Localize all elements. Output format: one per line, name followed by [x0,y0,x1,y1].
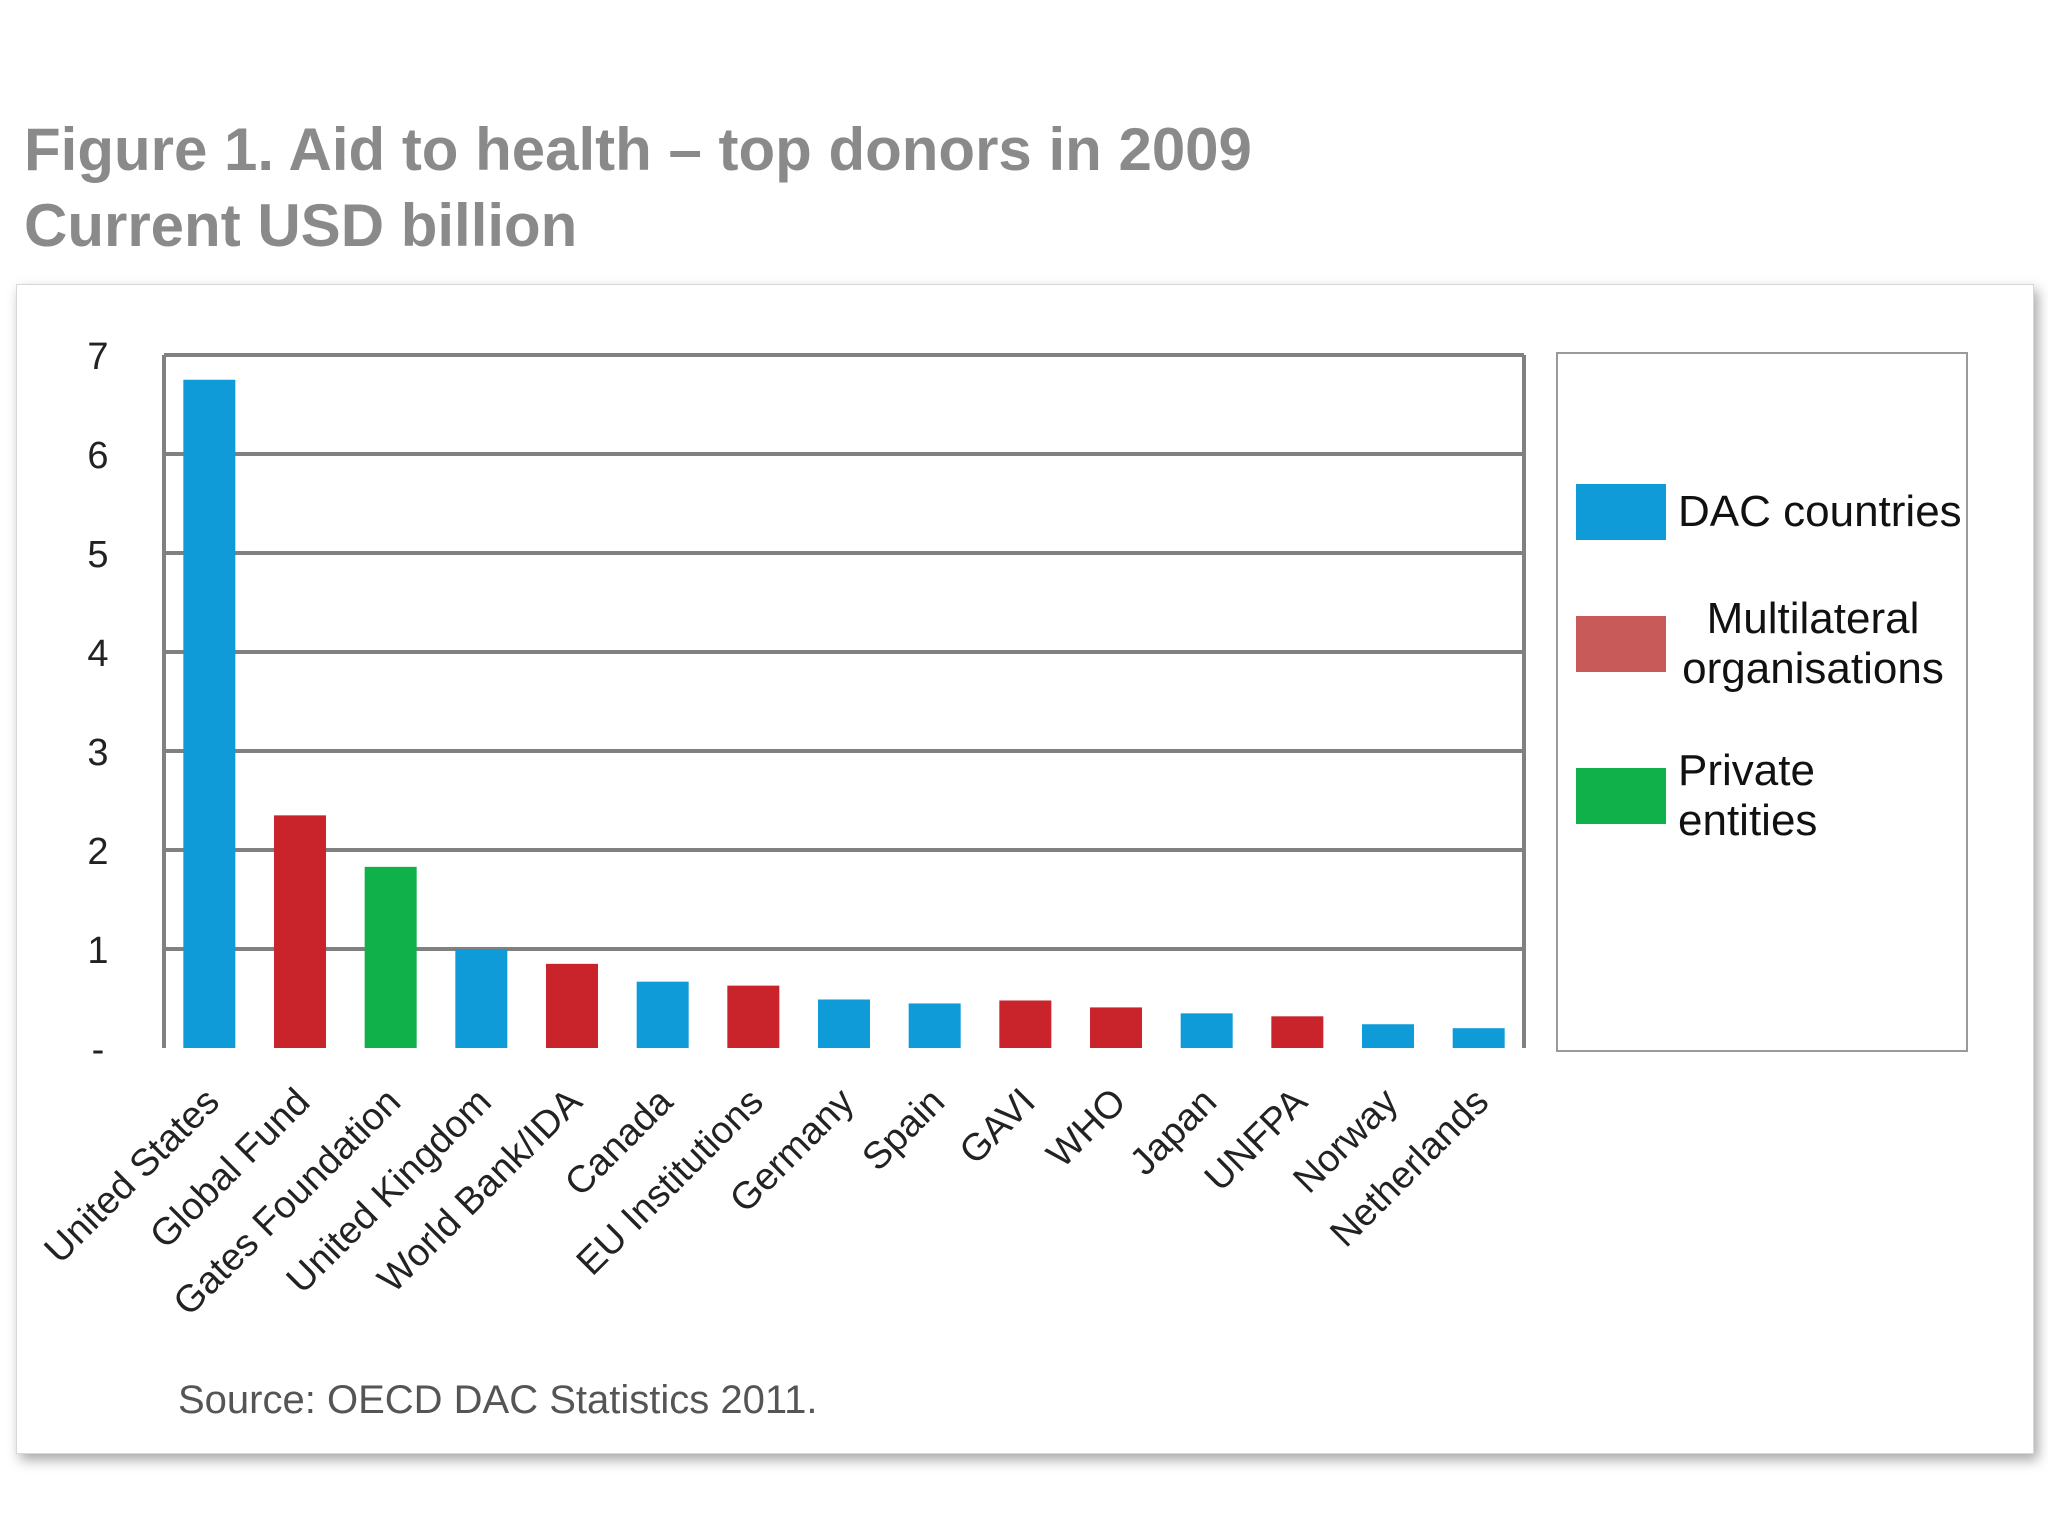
y-tick-label: 5 [87,534,108,576]
figure-title: Figure 1. Aid to health – top donors in … [24,112,1252,264]
bar [1362,1024,1414,1048]
legend-swatch-multilateral [1576,616,1666,672]
figure-title-line1: Figure 1. Aid to health – top donors in … [24,116,1252,183]
legend-swatch-dac [1576,484,1666,540]
legend-item-multilateral: Multilateral organisations [1576,594,1948,694]
bar [1090,1007,1142,1048]
bar [999,1000,1052,1048]
bar [1271,1016,1324,1048]
x-tick-label: GAVI [952,1081,1044,1173]
legend-label-multilateral: Multilateral organisations [1682,594,1944,693]
figure-subtitle: Current USD billion [24,192,578,259]
y-tick-label: 2 [87,831,108,873]
bar [727,985,780,1048]
bar [455,949,508,1048]
y-tick-label: 6 [87,435,108,477]
legend-item-dac: DAC countries [1576,484,1962,540]
legend-label-dac: DAC countries [1678,487,1962,536]
bar [1180,1013,1233,1048]
source-note: Source: OECD DAC Statistics 2011. [178,1378,818,1422]
bar [1452,1028,1505,1048]
bar [546,963,598,1048]
bar [908,1003,961,1048]
bar [364,866,417,1048]
legend-swatch-private [1576,768,1666,824]
bar [818,999,870,1048]
y-tick-label: 7 [87,336,108,378]
legend-item-private: Private entities [1576,746,1966,846]
bar [183,379,236,1048]
y-tick-label: 3 [87,732,108,774]
legend-label-private: Private entities [1678,746,1818,845]
y-tick-label: 4 [87,633,108,675]
bar [274,815,326,1048]
y-tick-label: - [92,1029,105,1071]
chart-legend: DAC countries Multilateral organisations… [1556,352,1968,1052]
x-tick-label: WHO [1039,1081,1134,1176]
bar [636,981,689,1048]
y-tick-label: 1 [87,930,108,972]
x-tick-label: Spain [855,1081,953,1179]
